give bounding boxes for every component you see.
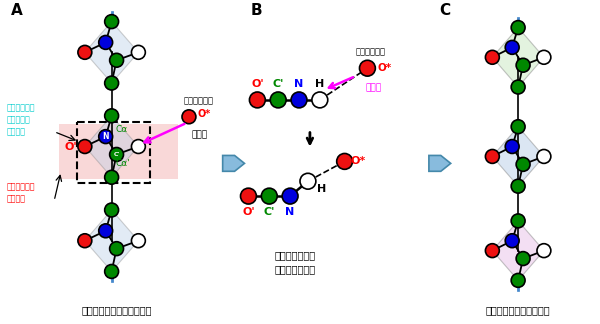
Polygon shape: [85, 22, 139, 83]
Text: O': O': [65, 142, 77, 152]
Circle shape: [104, 76, 119, 90]
Circle shape: [511, 214, 525, 228]
FancyArrow shape: [429, 156, 451, 171]
Text: 多様なペプチド結合構造: 多様なペプチド結合構造: [486, 305, 550, 315]
Text: N: N: [103, 132, 109, 141]
Text: C': C': [263, 207, 275, 217]
Circle shape: [241, 188, 256, 204]
Circle shape: [104, 15, 119, 29]
Polygon shape: [85, 210, 139, 272]
Circle shape: [99, 130, 113, 144]
Circle shape: [505, 234, 519, 248]
Circle shape: [99, 36, 113, 49]
Text: H: H: [315, 79, 325, 89]
Circle shape: [110, 53, 124, 67]
Circle shape: [511, 80, 525, 94]
Circle shape: [250, 92, 265, 108]
Bar: [77, 122, 150, 183]
Circle shape: [131, 45, 145, 59]
Text: これまで議論
されてきた
平面構造: これまで議論 されてきた 平面構造: [7, 103, 35, 136]
Text: O*: O*: [351, 156, 366, 167]
Circle shape: [485, 244, 499, 258]
Bar: [59, 124, 178, 179]
Circle shape: [337, 154, 353, 169]
Polygon shape: [493, 28, 544, 87]
Text: H: H: [317, 184, 326, 194]
Circle shape: [110, 242, 124, 256]
Circle shape: [511, 21, 525, 34]
Circle shape: [131, 234, 145, 248]
Circle shape: [282, 188, 298, 204]
Circle shape: [516, 157, 530, 171]
Text: B: B: [250, 3, 262, 17]
Circle shape: [182, 110, 196, 124]
Circle shape: [104, 203, 119, 217]
Text: N: N: [286, 207, 295, 217]
Text: O': O': [251, 79, 263, 89]
Text: アクセプター: アクセプター: [184, 97, 214, 105]
Circle shape: [99, 224, 113, 238]
Circle shape: [485, 149, 499, 163]
Circle shape: [110, 147, 124, 161]
Text: 今回議論する
平面構造: 今回議論する 平面構造: [7, 183, 35, 203]
Text: アクセプター: アクセプター: [356, 48, 386, 57]
Circle shape: [537, 149, 551, 163]
Circle shape: [270, 92, 286, 108]
Polygon shape: [493, 127, 544, 186]
Text: O': O': [242, 207, 255, 217]
Text: 静電力: 静電力: [365, 84, 382, 93]
Circle shape: [359, 60, 376, 76]
Circle shape: [505, 40, 519, 54]
Polygon shape: [493, 221, 544, 280]
Text: Cα: Cα: [116, 125, 128, 134]
Circle shape: [511, 120, 525, 133]
Circle shape: [78, 140, 92, 154]
Text: 静電力: 静電力: [192, 130, 208, 139]
Circle shape: [300, 173, 316, 189]
Circle shape: [505, 140, 519, 154]
Circle shape: [516, 252, 530, 265]
Text: 画一的なペプチド結合構造: 画一的なペプチド結合構造: [82, 305, 152, 315]
Circle shape: [511, 179, 525, 193]
Circle shape: [104, 109, 119, 123]
Circle shape: [537, 244, 551, 258]
Text: N: N: [295, 79, 304, 89]
Text: C': C': [272, 79, 284, 89]
Circle shape: [78, 234, 92, 248]
Text: O*: O*: [377, 63, 391, 73]
Polygon shape: [85, 116, 139, 177]
Text: C': C': [113, 152, 120, 157]
Circle shape: [312, 92, 328, 108]
Circle shape: [291, 92, 307, 108]
Circle shape: [104, 170, 119, 184]
Text: ペプチド結合の
平面構造が変化: ペプチド結合の 平面構造が変化: [274, 251, 316, 275]
Text: O*: O*: [198, 109, 211, 119]
Circle shape: [78, 45, 92, 59]
Circle shape: [516, 58, 530, 72]
Circle shape: [131, 140, 145, 154]
Circle shape: [104, 264, 119, 278]
Text: Cα': Cα': [116, 159, 130, 168]
Circle shape: [511, 273, 525, 287]
Circle shape: [537, 50, 551, 64]
Circle shape: [485, 50, 499, 64]
Text: A: A: [10, 3, 22, 17]
Text: C: C: [439, 3, 450, 17]
FancyArrow shape: [223, 156, 244, 171]
Circle shape: [262, 188, 277, 204]
